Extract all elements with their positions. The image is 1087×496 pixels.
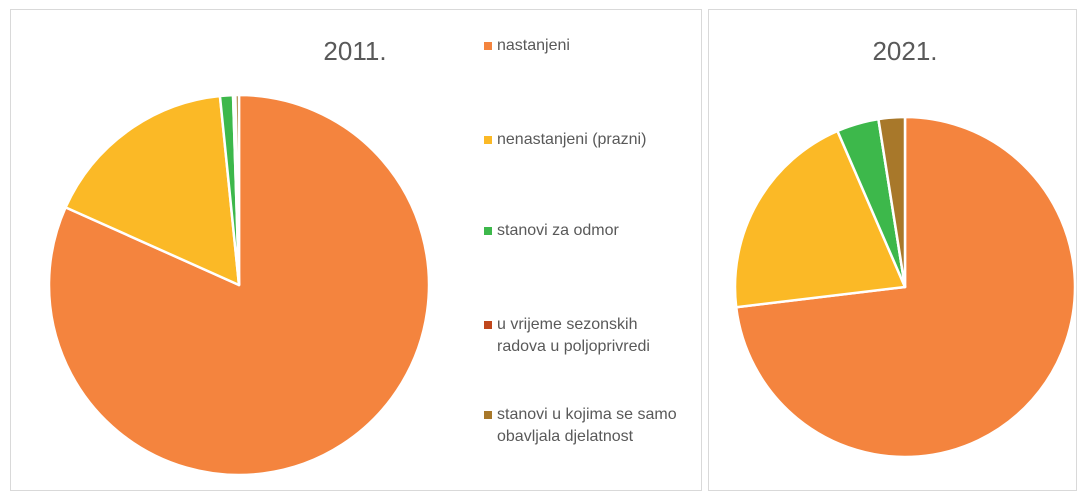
legend-swatch	[484, 321, 492, 329]
legend-item: nenastanjeni (prazni)	[484, 129, 680, 151]
legend-item: nastanjeni	[484, 35, 680, 57]
legend-item: stanovi u kojima se samo obavljala djela…	[484, 404, 680, 448]
legend-item: u vrijeme sezonskih radova u poljoprivre…	[484, 314, 680, 358]
legend-swatch	[484, 411, 492, 419]
chart-title: 2021.	[872, 36, 937, 66]
legend-swatch	[484, 136, 492, 144]
legend-swatch	[484, 42, 492, 50]
pie-slice	[234, 93, 241, 287]
legend-label: u vrijeme sezonskih radova u poljoprivre…	[497, 316, 650, 355]
panel-2011	[10, 9, 702, 491]
pie-slice	[733, 129, 907, 309]
legend-item: stanovi za odmor	[484, 220, 680, 242]
panel-2021	[708, 9, 1077, 491]
legend-label: nastanjeni	[497, 37, 570, 54]
legend-label: nenastanjeni (prazni)	[497, 131, 647, 148]
legend-label: stanovi u kojima se samo obavljala djela…	[497, 406, 677, 445]
chart-title: 2011.	[323, 36, 386, 66]
legend-label: stanovi za odmor	[497, 222, 619, 239]
pie-slice	[64, 94, 241, 287]
pie-slice	[877, 115, 907, 289]
legend-swatch	[484, 227, 492, 235]
